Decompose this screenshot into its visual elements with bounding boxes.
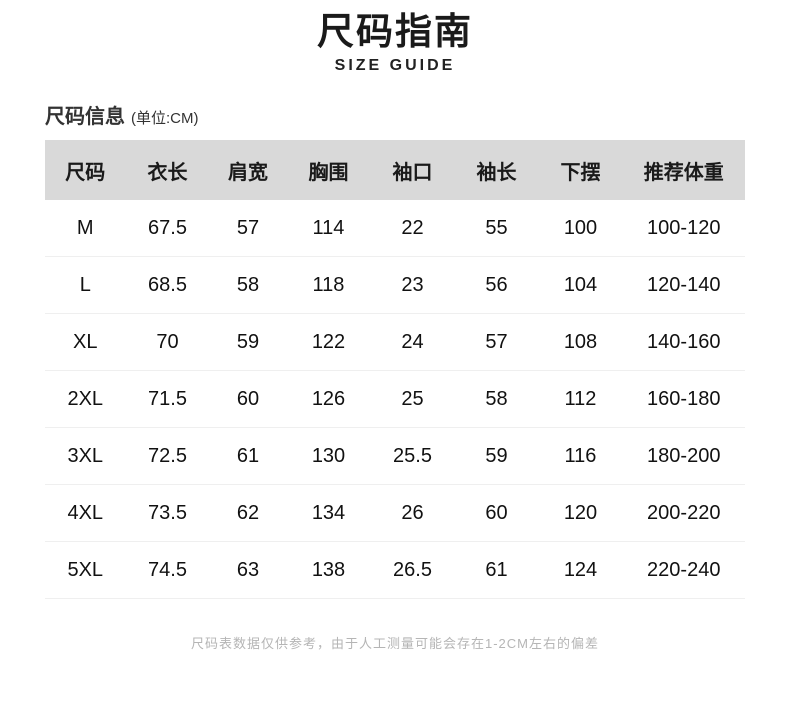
- table-cell: 23: [370, 256, 455, 315]
- size-label-cell: 5XL: [45, 541, 126, 600]
- table-cell: 26.5: [370, 541, 455, 600]
- table-cell: 61: [209, 427, 287, 486]
- table-cell: 200-220: [622, 484, 745, 543]
- size-label-cell: 4XL: [45, 484, 126, 543]
- table-cell: 118: [286, 256, 371, 315]
- table-cell: 180-200: [622, 427, 745, 486]
- table-cell: 55: [454, 200, 539, 258]
- table-cell: 130: [286, 427, 371, 486]
- section-header: 尺码信息 (单位:CM): [45, 100, 745, 129]
- table-cell: 120: [538, 484, 623, 543]
- table-cell: 25: [370, 370, 455, 429]
- header-row: 尺码 衣长 肩宽 胸围 袖口 袖长 下摆 推荐体重: [45, 140, 745, 201]
- table-cell: 60: [209, 370, 287, 429]
- table-cell: 24: [370, 313, 455, 372]
- table-cell: 72.5: [125, 427, 210, 486]
- table-row-M: M 67.5 57 114 22 55 100 100-120: [45, 200, 745, 258]
- table-cell: 60: [454, 484, 539, 543]
- header-cell-7: 推荐体重: [622, 140, 745, 201]
- size-label-cell: XL: [45, 313, 126, 372]
- table-cell: 124: [538, 541, 623, 600]
- table-cell: 126: [286, 370, 371, 429]
- table-cell: 58: [209, 256, 287, 315]
- table-cell: 160-180: [622, 370, 745, 429]
- table-cell: 61: [454, 541, 539, 600]
- table-cell: 74.5: [125, 541, 210, 600]
- table-cell: 220-240: [622, 541, 745, 600]
- table-cell: 100-120: [622, 200, 745, 258]
- table-cell: 140-160: [622, 313, 745, 372]
- size-label-cell: 3XL: [45, 427, 126, 486]
- table-row-5XL: 5XL 74.5 63 138 26.5 61 124 220-240: [45, 541, 745, 600]
- header-cell-4: 袖口: [370, 140, 455, 201]
- header-cell-6: 下摆: [538, 140, 623, 201]
- table-cell: 25.5: [370, 427, 455, 486]
- table-cell: 112: [538, 370, 623, 429]
- section-label: 尺码信息: [45, 106, 125, 129]
- table-cell: 58: [454, 370, 539, 429]
- table-cell: 67.5: [125, 200, 210, 258]
- table-cell: 108: [538, 313, 623, 372]
- table-cell: 71.5: [125, 370, 210, 429]
- table-cell: 68.5: [125, 256, 210, 315]
- table-row-L: L 68.5 58 118 23 56 104 120-140: [45, 256, 745, 315]
- table-cell: 120-140: [622, 256, 745, 315]
- table-cell: 134: [286, 484, 371, 543]
- header-cell-1: 衣长: [125, 140, 210, 201]
- table-cell: 138: [286, 541, 371, 600]
- title-english: SIZE GUIDE: [334, 57, 456, 75]
- disclaimer-note: 尺码表数据仅供参考，由于人工测量可能会存在1-2CM左右的偏差: [190, 636, 599, 652]
- page-title: 尺码指南 SIZE GUIDE: [0, 0, 790, 75]
- header-cell-3: 胸围: [286, 140, 371, 201]
- table-cell: 100: [538, 200, 623, 258]
- table-cell: 22: [370, 200, 455, 258]
- section-unit: (单位:CM): [131, 110, 199, 128]
- header-cell-5: 袖长: [454, 140, 539, 201]
- table-cell: 114: [286, 200, 371, 258]
- table-row-2XL: 2XL 71.5 60 126 25 58 112 160-180: [45, 370, 745, 429]
- table-cell: 57: [454, 313, 539, 372]
- table-cell: 59: [454, 427, 539, 486]
- header-cell-2: 肩宽: [209, 140, 287, 201]
- table-cell: 56: [454, 256, 539, 315]
- table-cell: 73.5: [125, 484, 210, 543]
- size-label-cell: L: [45, 256, 126, 315]
- table-row-4XL: 4XL 73.5 62 134 26 60 120 200-220: [45, 484, 745, 543]
- table-cell: 122: [286, 313, 371, 372]
- table-row-XL: XL 70 59 122 24 57 108 140-160: [45, 313, 745, 372]
- table-cell: 104: [538, 256, 623, 315]
- table-cell: 57: [209, 200, 287, 258]
- table-cell: 26: [370, 484, 455, 543]
- table-cell: 62: [209, 484, 287, 543]
- title-chinese: 尺码指南: [317, 11, 473, 52]
- header-cell-0: 尺码: [45, 140, 126, 201]
- table-cell: 70: [125, 313, 210, 372]
- table-cell: 63: [209, 541, 287, 600]
- table-cell: 59: [209, 313, 287, 372]
- table-row-3XL: 3XL 72.5 61 130 25.5 59 116 180-200: [45, 427, 745, 486]
- size-label-cell: 2XL: [45, 370, 126, 429]
- size-table-body: M 67.5 57 114 22 55 100 100-120 L 68.5 58 118 23 56 10…: [45, 200, 745, 600]
- size-label-cell: M: [45, 200, 126, 258]
- size-table-head: 尺码 衣长 肩宽 胸围 袖口 袖长 下摆 推荐体重: [45, 140, 745, 201]
- table-cell: 116: [538, 427, 623, 486]
- size-table: 尺码 衣长 肩宽 胸围 袖口 袖长 下摆 推荐体重 M 67.5 57 114 22 55 100 100-…: [45, 140, 745, 600]
